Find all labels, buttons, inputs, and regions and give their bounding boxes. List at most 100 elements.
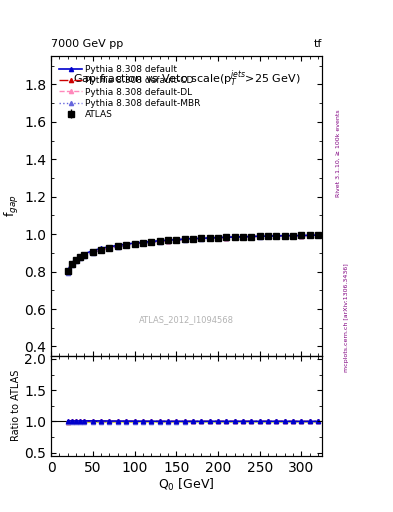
Pythia 8.308 default-CD <box>216 234 220 241</box>
Pythia 8.308 default-DL <box>199 236 204 242</box>
Pythia 8.308 default-CD <box>207 235 212 241</box>
Pythia 8.308 default-MBR <box>224 234 229 241</box>
Pythia 8.308 default <box>90 248 95 254</box>
Pythia 8.308 default-MBR <box>78 255 83 261</box>
Pythia 8.308 default-CD <box>90 249 95 255</box>
Text: Rivet 3.1.10, ≥ 100k events: Rivet 3.1.10, ≥ 100k events <box>336 110 341 198</box>
Pythia 8.308 default-MBR <box>316 232 320 239</box>
Pythia 8.308 default-CD <box>182 237 187 243</box>
Pythia 8.308 default-CD <box>78 254 83 261</box>
Pythia 8.308 default-DL <box>90 249 95 255</box>
Pythia 8.308 default <box>78 253 83 259</box>
Pythia 8.308 default-DL <box>174 237 178 243</box>
Pythia 8.308 default <box>207 235 212 241</box>
Pythia 8.308 default-CD <box>199 236 204 242</box>
Pythia 8.308 default-CD <box>282 233 287 239</box>
Pythia 8.308 default <box>82 251 87 257</box>
Pythia 8.308 default-DL <box>78 254 83 260</box>
Pythia 8.308 default-MBR <box>266 233 270 240</box>
Pythia 8.308 default <box>116 242 120 248</box>
Pythia 8.308 default-DL <box>216 234 220 241</box>
Pythia 8.308 default-DL <box>124 242 129 248</box>
Pythia 8.308 default-MBR <box>99 247 103 253</box>
Pythia 8.308 default-CD <box>191 236 195 242</box>
Pythia 8.308 default-DL <box>274 233 279 239</box>
Pythia 8.308 default-CD <box>266 233 270 239</box>
Line: Pythia 8.308 default-CD: Pythia 8.308 default-CD <box>66 233 320 274</box>
Pythia 8.308 default-DL <box>182 237 187 243</box>
Pythia 8.308 default-MBR <box>257 233 262 240</box>
Pythia 8.308 default <box>299 232 304 239</box>
Pythia 8.308 default-CD <box>74 257 79 263</box>
Pythia 8.308 default-MBR <box>282 233 287 239</box>
Pythia 8.308 default <box>132 240 137 246</box>
Pythia 8.308 default-CD <box>107 245 112 251</box>
Pythia 8.308 default-MBR <box>199 236 204 242</box>
Pythia 8.308 default-MBR <box>174 237 178 243</box>
Pythia 8.308 default-CD <box>249 233 254 240</box>
Pythia 8.308 default-DL <box>157 238 162 244</box>
Pythia 8.308 default-MBR <box>299 232 304 239</box>
Pythia 8.308 default-DL <box>107 245 112 251</box>
Pythia 8.308 default-MBR <box>82 253 87 259</box>
Pythia 8.308 default <box>99 245 103 251</box>
Pythia 8.308 default-MBR <box>249 233 254 240</box>
Line: Pythia 8.308 default: Pythia 8.308 default <box>66 233 320 272</box>
Pythia 8.308 default <box>141 239 145 245</box>
Pythia 8.308 default-MBR <box>141 240 145 246</box>
Pythia 8.308 default-DL <box>132 241 137 247</box>
Pythia 8.308 default-CD <box>132 241 137 247</box>
Pythia 8.308 default-MBR <box>74 258 79 264</box>
Pythia 8.308 default-DL <box>141 240 145 246</box>
Pythia 8.308 default-MBR <box>307 232 312 239</box>
Pythia 8.308 default-DL <box>291 232 296 239</box>
Pythia 8.308 default-DL <box>266 233 270 239</box>
Pythia 8.308 default-DL <box>257 233 262 240</box>
Pythia 8.308 default-CD <box>174 237 178 243</box>
Pythia 8.308 default <box>149 239 154 245</box>
Pythia 8.308 default-DL <box>70 261 74 267</box>
Pythia 8.308 default <box>291 232 296 239</box>
Pythia 8.308 default-CD <box>299 232 304 239</box>
Y-axis label: Ratio to ATLAS: Ratio to ATLAS <box>11 370 22 441</box>
Y-axis label: f$_{gap}$: f$_{gap}$ <box>3 195 21 218</box>
Pythia 8.308 default-CD <box>149 239 154 245</box>
Pythia 8.308 default-DL <box>307 232 312 239</box>
Pythia 8.308 default-DL <box>99 246 103 252</box>
Pythia 8.308 default-CD <box>65 268 70 274</box>
Pythia 8.308 default-MBR <box>291 233 296 239</box>
Pythia 8.308 default <box>157 238 162 244</box>
Pythia 8.308 default-DL <box>282 233 287 239</box>
Pythia 8.308 default <box>249 233 254 240</box>
Pythia 8.308 default <box>124 241 129 247</box>
Pythia 8.308 default-MBR <box>116 244 120 250</box>
Pythia 8.308 default <box>65 267 70 273</box>
Pythia 8.308 default-CD <box>291 232 296 239</box>
Pythia 8.308 default-CD <box>99 247 103 253</box>
Pythia 8.308 default-CD <box>165 238 170 244</box>
Text: Gap fraction vs Veto scale(p$_T^{jets}$>25 GeV): Gap fraction vs Veto scale(p$_T^{jets}$>… <box>73 68 300 89</box>
Pythia 8.308 default-MBR <box>274 233 279 239</box>
Pythia 8.308 default <box>266 233 270 239</box>
Pythia 8.308 default-MBR <box>191 236 195 242</box>
Pythia 8.308 default-CD <box>232 234 237 240</box>
Pythia 8.308 default-MBR <box>165 238 170 244</box>
Pythia 8.308 default-CD <box>224 234 229 241</box>
Text: 7000 GeV pp: 7000 GeV pp <box>51 38 123 49</box>
Pythia 8.308 default-DL <box>116 243 120 249</box>
Pythia 8.308 default <box>316 232 320 238</box>
Pythia 8.308 default <box>274 233 279 239</box>
Pythia 8.308 default-DL <box>207 235 212 241</box>
Pythia 8.308 default <box>199 235 204 241</box>
Line: Pythia 8.308 default-DL: Pythia 8.308 default-DL <box>66 233 320 273</box>
Pythia 8.308 default-DL <box>191 236 195 242</box>
Pythia 8.308 default <box>241 233 245 240</box>
Pythia 8.308 default-DL <box>241 234 245 240</box>
Pythia 8.308 default <box>70 260 74 266</box>
Legend: Pythia 8.308 default, Pythia 8.308 default-CD, Pythia 8.308 default-DL, Pythia 8: Pythia 8.308 default, Pythia 8.308 defau… <box>57 62 204 122</box>
Pythia 8.308 default <box>282 232 287 239</box>
Pythia 8.308 default-MBR <box>232 234 237 241</box>
Pythia 8.308 default-MBR <box>149 239 154 245</box>
Text: mcplots.cern.ch [arXiv:1306.3436]: mcplots.cern.ch [arXiv:1306.3436] <box>344 263 349 372</box>
Pythia 8.308 default-MBR <box>65 269 70 275</box>
